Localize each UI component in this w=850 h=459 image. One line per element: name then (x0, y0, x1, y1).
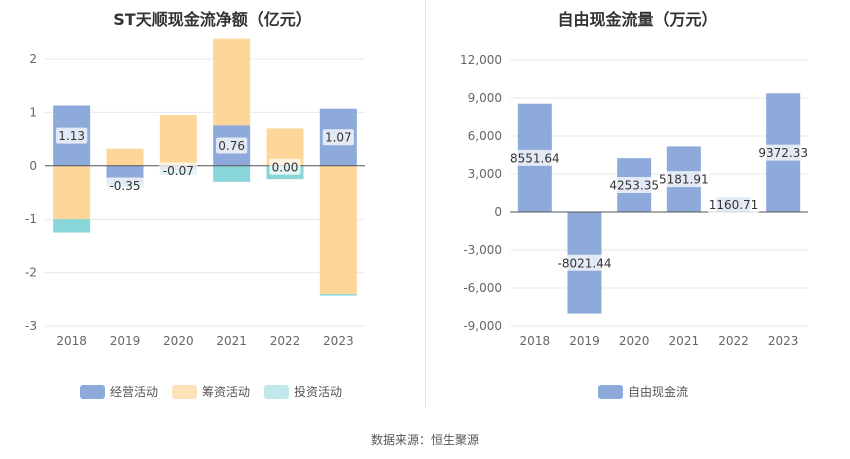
legend-swatch-free-cash-flow (598, 384, 623, 399)
right-legend: 自由现金流 (598, 383, 702, 400)
legend-item-operating[interactable]: 经营活动 (80, 383, 158, 400)
x-tick-label: 2019 (569, 334, 600, 348)
y-tick-label: 2 (29, 52, 37, 66)
legend-label-free-cash-flow: 自由现金流 (628, 385, 689, 399)
bar-financing (106, 148, 144, 166)
x-tick-label: 2023 (768, 334, 799, 348)
y-tick-label: 0 (494, 205, 502, 219)
data-source-note: 数据来源：恒生聚源 (370, 433, 479, 447)
data-label-bg (757, 144, 809, 161)
y-tick-label: -3,000 (463, 243, 502, 257)
data-label-bg (608, 177, 660, 194)
legend-swatch-operating (80, 384, 105, 399)
x-tick-label: 2020 (163, 334, 194, 348)
x-tick-label: 2019 (110, 334, 141, 348)
x-tick-label: 2023 (323, 334, 354, 348)
data-label-bg (56, 127, 88, 144)
data-label: 0.00 (272, 160, 299, 174)
x-tick-label: 2022 (718, 334, 749, 348)
right-chart-title: 自由现金流量（万元） (557, 10, 718, 29)
y-tick-label: 6,000 (468, 129, 502, 143)
bar-financing (213, 38, 251, 126)
y-tick-label: 9,000 (468, 91, 502, 105)
legend-swatch-investing (264, 384, 290, 399)
legend-swatch-financing (172, 384, 198, 399)
data-label-bg (269, 158, 301, 175)
data-label-bg (555, 254, 614, 271)
bar-financing (159, 115, 197, 166)
y-tick-label: -3 (25, 319, 37, 333)
data-label: 5181.91 (659, 173, 709, 187)
legend-label-operating: 经营活动 (110, 385, 159, 399)
x-tick-label: 2020 (619, 334, 650, 348)
free-cash-flow-chart: 12,000 9,000 6,000 3,000 0 -3,000 -6,000 -9,000… (460, 53, 809, 348)
left-chart-title: ST天顺现金流净额（亿元） (113, 10, 312, 29)
data-label: 4253.35 (609, 179, 659, 193)
bar-investing (319, 293, 357, 296)
data-label: 1.13 (58, 129, 85, 143)
y-tick-label: 1 (29, 105, 37, 119)
data-label: -0.07 (163, 164, 194, 178)
y-tick-label: -9,000 (463, 319, 502, 333)
x-tick-label: 2022 (270, 334, 301, 348)
data-label-bg (509, 149, 561, 166)
x-tick-label: 2018 (56, 334, 87, 348)
y-tick-label: -2 (25, 266, 37, 280)
bar-financing (319, 165, 357, 294)
legend-item-financing[interactable]: 筹资活动 (172, 383, 250, 400)
data-label: 0.76 (218, 139, 245, 153)
bar-financing (53, 165, 91, 220)
data-label-bg (707, 196, 760, 213)
y-tick-label: 0 (29, 159, 37, 173)
data-label: -0.35 (109, 179, 140, 193)
x-tick-label: 2021 (669, 334, 700, 348)
data-label-bg (106, 177, 144, 194)
y-tick-label: -6,000 (463, 281, 502, 295)
bar-investing (213, 165, 251, 182)
data-label: 8551.64 (510, 151, 560, 165)
data-label-bg (658, 171, 710, 188)
legend-label-financing: 筹资活动 (202, 385, 251, 399)
chart-divider (425, 0, 426, 408)
y-tick-label: 3,000 (468, 167, 502, 181)
legend-label-investing: 投资活动 (294, 385, 343, 399)
bar-investing (53, 219, 91, 233)
legend-item-free-cash-flow[interactable]: 自由现金流 (598, 383, 688, 400)
legend-item-investing[interactable]: 投资活动 (264, 383, 342, 400)
y-tick-label: 12,000 (460, 53, 502, 67)
data-label-bg (216, 137, 248, 154)
x-tick-label: 2021 (216, 334, 247, 348)
data-label: 1160.71 (709, 198, 759, 212)
data-label: 9372.33 (758, 146, 808, 160)
cash-flow-chart: 2 1 0 -1 -2 -3 2018 2019 2020 2021 2022 2023 1.13 -0.… (25, 38, 365, 348)
data-label-bg (322, 129, 354, 146)
left-legend: 经营活动 筹资活动 投资活动 (80, 383, 356, 400)
data-label: -8021.44 (558, 256, 612, 270)
data-label-bg (159, 162, 198, 179)
data-label: 1.07 (325, 131, 352, 145)
y-tick-label: -1 (25, 212, 37, 226)
x-tick-label: 2018 (520, 334, 551, 348)
